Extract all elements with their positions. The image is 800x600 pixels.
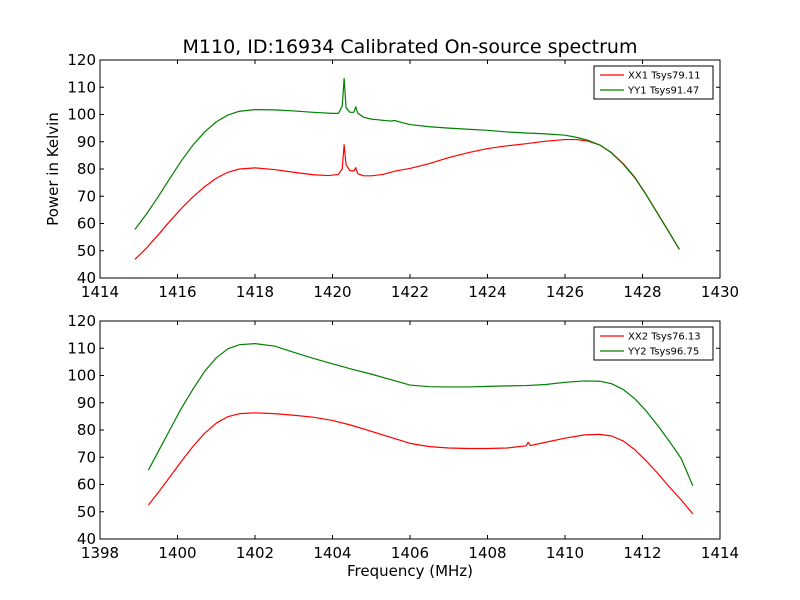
chart0-xtick-label: 1426 [546,283,584,301]
chart1-xtick-label: 1406 [391,544,429,562]
chart0-xtick-label: 1424 [468,283,506,301]
chart0-legend-box [593,65,714,100]
top-panel: 1414 1416 1418 1420 1422 1424 1426 1428 1430 40 50… [44,51,739,301]
chart1-ytick-label: 60 [77,476,96,494]
chart0-xtick-label: 1420 [313,283,351,301]
chart1-xtick-label: 1414 [701,544,739,562]
chart0-ylabel: Power in Kelvin [44,112,62,226]
chart1-xtick-label: 1402 [236,544,274,562]
chart1-series-1-line [147,412,694,515]
bottom-panel: 1398 1400 1402 1404 1406 1408 1410 1412 1414 40 50… [67,312,739,580]
chart0-xtick-label: 1414 [81,283,119,301]
chart1-legend: XX2 Tsys76.13 YY2 Tsys96.75 [593,326,714,361]
chart1-ytick-label: 110 [67,339,96,357]
figure-title: M110, ID:16934 Calibrated On-source spec… [183,36,638,58]
chart1-legend-label-1: XX2 Tsys76.13 [628,332,701,343]
chart1-ytick-label: 80 [77,421,96,439]
chart1-ytick-label: 100 [67,367,96,385]
chart0-xtick-label: 1430 [701,283,739,301]
chart1-xtick-label: 1408 [468,544,506,562]
chart1-xtick-label: 1410 [546,544,584,562]
chart1-xtick-label: 1412 [623,544,661,562]
chart0-ytick-label: 100 [67,106,96,124]
chart0-ytick-label: 50 [77,242,96,260]
chart0-legend-label-2: YY1 Tsys91.47 [627,86,699,97]
chart0-ytick-label: 110 [67,78,96,96]
chart1-xtick-label: 1398 [81,544,119,562]
chart0-xtick-label: 1422 [391,283,429,301]
chart0-ytick-label: 40 [77,269,96,287]
chart0-ytick-label: 60 [77,215,96,233]
chart1-ytick-label: 90 [77,394,96,412]
chart0-xtick-label: 1418 [236,283,274,301]
chart1-ytick-label: 40 [77,530,96,548]
chart0-legend-label-1: XX1 Tsys79.11 [628,71,701,82]
chart0-series-2-line [134,77,680,250]
chart0-legend: XX1 Tsys79.11 YY1 Tsys91.47 [593,65,714,100]
chart0-ytick-label: 90 [77,133,96,151]
chart0-xtick-label: 1428 [623,283,661,301]
chart1-series-2-line [147,343,694,487]
chart1-xtick-label: 1404 [313,544,351,562]
chart1-ytick-label: 120 [67,312,96,330]
chart1-legend-label-2: YY2 Tsys96.75 [627,347,699,358]
chart1-legend-box [593,326,714,361]
chart0-ytick-label: 120 [67,51,96,69]
chart1-ytick-label: 50 [77,503,96,521]
chart1-ytick-label: 70 [77,448,96,466]
chart0-series-1-line [134,138,680,260]
chart1-xlabel: Frequency (MHz) [347,562,473,580]
chart0-ytick-label: 80 [77,160,96,178]
chart0-xtick-label: 1416 [158,283,196,301]
chart1-xtick-label: 1400 [158,544,196,562]
chart0-ytick-label: 70 [77,187,96,205]
